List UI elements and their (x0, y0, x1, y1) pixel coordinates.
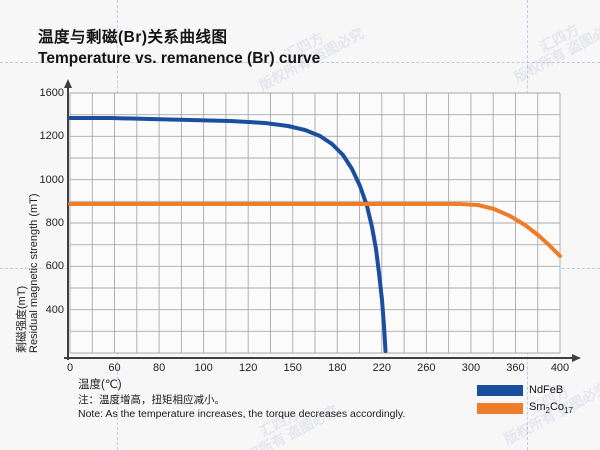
x-tick-label: 400 (550, 362, 570, 374)
page-title-en: Temperature vs. remanence (Br) curve (38, 50, 321, 67)
x-tick-label: 100 (194, 362, 213, 374)
x-tick-label: 150 (283, 362, 302, 374)
decorative-dashed-line-horizontal (0, 62, 600, 63)
y-axis-title-zh: 剩磁强度(mT) (16, 285, 28, 353)
y-tick-label: 800 (45, 217, 64, 229)
title-block: 温度与剩磁(Br)关系曲线图 Temperature vs. remanence… (38, 27, 320, 70)
x-tick-label: 300 (461, 362, 481, 374)
x-axis-title: 温度(℃) (78, 379, 122, 391)
legend-swatch (477, 384, 523, 396)
curve-sm2co17 (68, 202, 562, 258)
x-tick-label: 260 (417, 362, 436, 374)
legend-swatch (477, 402, 523, 414)
legend-item: NdFeB (477, 384, 573, 396)
x-tick-label: 60 (108, 362, 121, 374)
y-tick-label: 1000 (39, 173, 64, 186)
x-tick-label: 220 (372, 362, 391, 374)
note-en: Note: As the temperature increases, the … (78, 408, 406, 420)
legend-label: NdFeB (529, 384, 564, 396)
x-tick-label: 120 (238, 362, 258, 374)
note-zh: 注：温度增高，扭矩相应减小。 (78, 394, 225, 406)
legend-label: Sm2Co17 (529, 401, 573, 416)
chart-legend: NdFeB Sm2Co17 (477, 384, 573, 415)
page-title-zh: 温度与剩磁(Br)关系曲线图 (38, 29, 228, 46)
x-tick-label: 0 (66, 362, 74, 374)
y-axis-arrow-icon (64, 79, 72, 88)
y-tick-label: 1200 (39, 130, 64, 143)
x-axis-arrow-icon (572, 354, 581, 362)
legend-item: Sm2Co17 (477, 401, 573, 415)
y-tick-label: 1600 (39, 87, 64, 99)
x-tick-label: 360 (506, 362, 525, 374)
x-tick-label: 80 (152, 362, 166, 374)
x-tick-label: 180 (328, 362, 347, 374)
curve-ndfeb (68, 116, 388, 353)
note-block: 注：温度增高，扭矩相应减小。 Note: As the temperature … (78, 393, 405, 421)
y-tick-label: 400 (45, 303, 64, 316)
y-tick-label: 600 (45, 260, 64, 273)
